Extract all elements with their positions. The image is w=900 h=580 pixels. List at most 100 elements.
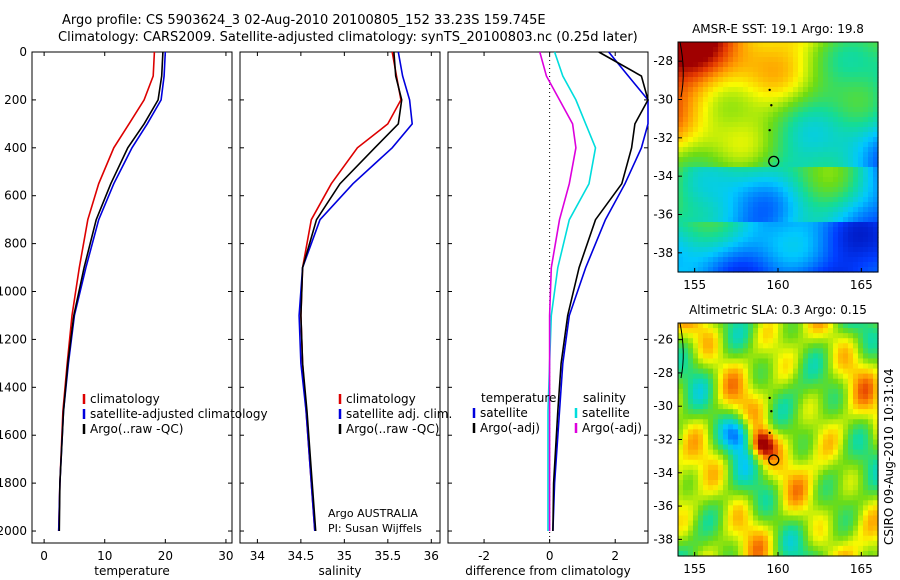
map-cell [678,202,684,208]
map-cell [763,122,769,128]
map-cell [678,353,684,360]
map-cell [863,388,869,395]
map-cell [693,535,699,542]
map-cell [848,388,854,395]
map-cell [768,404,774,410]
map-cell [718,237,724,243]
map-cell [813,328,819,334]
map-cell [873,540,879,547]
map-cell [858,373,864,380]
map-cell [803,72,809,78]
map-cell [833,328,839,334]
map-cell [763,540,769,547]
map-cell [813,107,819,113]
map-cell [788,510,794,517]
map-cell [803,67,809,73]
map-cell [728,490,734,496]
map-cell [738,117,744,123]
map-cell [873,157,879,163]
map-cell [728,510,734,517]
map-cell [708,222,714,228]
map-cell [803,157,809,163]
map-cell [853,107,859,113]
map-cell [828,142,834,148]
map-cell [733,398,739,405]
map-cell [853,42,859,48]
map-cell [728,167,734,173]
map-cell [773,242,779,248]
map-cell [793,409,799,415]
map-cell [848,157,854,163]
map-cell [763,368,769,375]
map-cell [823,490,829,496]
map-cell [713,510,719,517]
map-cell [698,414,704,420]
map-cell [798,515,804,522]
map-cell [758,459,764,466]
map-cell [778,419,784,425]
map-cell [758,182,764,188]
map-cell [763,383,769,390]
map-cell [848,429,854,436]
map-cell [743,152,749,158]
map-cell [833,147,839,153]
map-cell [793,449,799,456]
map-cell [848,72,854,78]
map-cell [843,474,849,481]
map-cell [788,398,794,405]
map-cell [838,429,844,436]
map-cell [688,62,694,68]
map-cell [733,328,739,334]
map-cell [778,338,784,344]
map-cell [688,72,694,78]
map-cell [728,424,734,430]
map-cell [678,72,684,78]
series-line-salinity-argo--adj- [539,51,577,531]
map-cell [693,333,699,339]
map-cell [678,419,684,425]
map-cell [818,77,824,83]
map-cell [788,424,794,430]
map-cell [833,107,839,113]
map-cell [683,87,689,93]
map-cell [683,459,689,466]
map-cell [773,459,779,466]
map-cell [828,545,834,552]
map-cell [848,495,854,501]
map-cell [798,353,804,360]
map-cell [863,172,869,178]
map-cell [833,267,839,273]
map-cell [833,167,839,173]
map-cell [708,373,714,380]
map-cell [798,57,804,63]
x-tick-label: 0 [546,549,554,563]
map-cell [788,515,794,522]
map-cell [718,550,724,557]
float-track-dot [770,410,773,413]
map-cell [723,398,729,405]
map-cell [803,358,809,365]
map-cell [703,449,709,456]
map-cell [723,373,729,380]
map-cell [723,202,729,208]
map-cell [783,172,789,178]
map-cell [868,227,874,233]
map-cell [718,142,724,148]
map-cell [713,47,719,53]
map-cell [828,419,834,425]
map-cell [803,247,809,253]
map-cell [793,424,799,430]
y-tick-label: 200 [4,93,27,107]
map-cell [718,77,724,83]
map-cell [733,92,739,98]
map-cell [768,212,774,218]
map-cell [798,444,804,451]
map-cell [698,368,704,375]
map-cell [713,353,719,360]
map-cell [773,192,779,198]
map-cell [688,247,694,253]
map-cell [813,530,819,537]
y-tick-label: -32 [653,433,673,447]
map-cell [873,358,879,365]
map-cell [703,378,709,385]
